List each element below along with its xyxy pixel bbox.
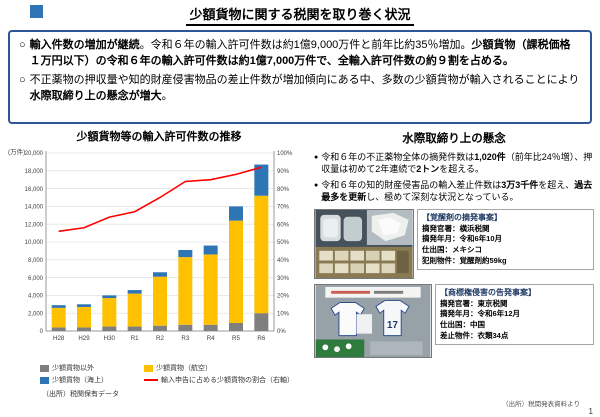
svg-text:17: 17	[387, 319, 398, 330]
title-accent-square	[30, 5, 43, 18]
legend-label: 少額貨物（海上）	[52, 377, 108, 384]
svg-text:H29: H29	[78, 335, 90, 342]
svg-text:10%: 10%	[277, 311, 290, 317]
svg-text:R1: R1	[131, 335, 139, 342]
case-title: 【商標権侵害の告発事案】	[440, 287, 536, 297]
counterfeit-clothing-photo: 17	[314, 283, 432, 358]
concerns-title: 水際取締り上の懸念	[402, 133, 506, 145]
dot-bullet-icon: ●	[314, 154, 319, 161]
case-title: 【覚醒剤の摘発事案】	[422, 212, 502, 222]
circle-bullet-icon: ○	[19, 39, 26, 51]
svg-text:8,000: 8,000	[28, 258, 44, 264]
concern-bullet-2-text: 令和６年の知的財産侵害品の輸入差止件数は3万3千件を超え、過去最多を更新し、極め…	[321, 180, 593, 203]
case-line: 摘発年月：令和6年12月	[440, 309, 521, 319]
svg-text:0%: 0%	[277, 329, 286, 335]
legend-item-air-cargo: 少額貨物（航空）	[144, 363, 312, 373]
dot-bullet-icon: ●	[314, 182, 319, 190]
summary-bullet-2: ○ 不正薬物の押収量や知的財産侵害物品の差止件数が増加傾向にある中、多数の少額貨…	[19, 73, 581, 104]
case-stimulant-seizure: 【覚醒剤の摘発事案】 摘発官署：横浜税関 摘発年月：令和6年10月 仕出国：メキ…	[314, 208, 594, 279]
legend-swatch-blue	[40, 376, 49, 384]
svg-text:80%: 80%	[277, 187, 290, 193]
chart-section: 少額貨物等の輸入許可件数の推移 0 2,000 4,000 6,000 8,000 10,…	[6, 128, 312, 399]
svg-text:30%: 30%	[277, 276, 290, 282]
svg-text:60%: 60%	[277, 222, 290, 228]
chart-title: 少額貨物等の輸入許可件数の推移	[76, 131, 242, 143]
chart-source-note: （出所）税関保有データ	[42, 391, 119, 398]
svg-text:R2: R2	[156, 335, 164, 342]
case-line: 差止物件：衣類34点	[440, 331, 509, 341]
summary-bullet-1: ○ 輸入件数の増加が継続。令和６年の輸入許可件数は約1億9,000万件と前年比約…	[19, 38, 581, 69]
case-line: 摘発年月：令和6年10月	[422, 234, 503, 244]
svg-text:H30: H30	[104, 335, 116, 342]
svg-text:0: 0	[40, 329, 44, 335]
svg-text:16,000: 16,000	[25, 187, 44, 193]
svg-text:R6: R6	[257, 335, 265, 342]
svg-text:14,000: 14,000	[25, 205, 44, 211]
circle-bullet-icon: ○	[19, 74, 26, 87]
svg-text:6,000: 6,000	[28, 276, 44, 282]
case-stimulant-caption: 【覚醒剤の摘発事案】 摘発官署：横浜税関 摘発年月：令和6年10月 仕出国：メキ…	[417, 208, 594, 271]
case-line: 摘発官署：横浜税関	[422, 223, 490, 233]
svg-text:18,000: 18,000	[25, 169, 44, 175]
stimulant-seizure-photo	[314, 208, 414, 279]
page-number: 1	[588, 407, 593, 416]
svg-text:10,000: 10,000	[25, 240, 44, 246]
svg-text:12,000: 12,000	[25, 222, 44, 228]
svg-text:20,000: 20,000	[25, 151, 44, 157]
case-trademark-infringement: 17 【商標権侵害の告発事案】 摘発官署：東京税関 摘発年月：令和6年12月 仕…	[314, 283, 594, 358]
case-line: 仕出国：中国	[440, 320, 485, 330]
legend-item-other-cargo: 少額貨物以外	[40, 363, 144, 373]
summary-bullet-2-text: 不正薬物の押収量や知的財産侵害物品の差止件数が増加傾向にある中、多数の少額貨物が…	[29, 74, 580, 102]
case-line: 摘発官署：東京税関	[440, 298, 508, 308]
svg-text:100%: 100%	[277, 151, 293, 157]
chart-legend: 少額貨物以外 少額貨物（航空） 少額貨物（海上） 輸入申告に占める少額貨物の割合…	[6, 363, 312, 385]
svg-text:70%: 70%	[277, 205, 290, 211]
summary-bullet-1-text: 輸入件数の増加が継続。令和６年の輸入許可件数は約1億9,000万件と前年比約35…	[29, 39, 571, 67]
footer-source-note: （出所）税関発表資料より	[502, 401, 580, 408]
import-permits-stacked-bar-chart: 0 2,000 4,000 6,000 8,000 10,000 12,000 14,000 1…	[8, 147, 293, 342]
svg-text:R4: R4	[207, 335, 215, 342]
svg-text:40%: 40%	[277, 258, 290, 264]
case-trademark-caption: 【商標権侵害の告発事案】 摘発官署：東京税関 摘発年月：令和6年12月 仕出国：…	[435, 283, 594, 346]
case-line: 犯則物件：覚醒剤約59kg	[422, 256, 507, 266]
legend-swatch-red-line	[144, 379, 158, 381]
svg-text:R3: R3	[181, 335, 189, 342]
concern-bullet-2: ● 令和６年の知的財産侵害品の輸入差止件数は3万3千件を超え、過去最多を更新し、…	[314, 179, 594, 203]
svg-text:R5: R5	[232, 335, 240, 342]
svg-text:2,000: 2,000	[28, 311, 44, 317]
page-title: 少額貨物に関する税関を取り巻く状況	[186, 4, 414, 26]
legend-label: 少額貨物（航空）	[156, 365, 212, 372]
concern-bullet-1: ● 令和６年の不正薬物全体の摘発件数は1,020件（前年比24％増）、押収量は初…	[314, 151, 594, 175]
summary-box: ○ 輸入件数の増加が継続。令和６年の輸入許可件数は約1億9,000万件と前年比約…	[8, 30, 592, 124]
title-bar: 少額貨物に関する税関を取り巻く状況	[0, 4, 600, 26]
case-line: 仕出国：メキシコ	[422, 245, 482, 255]
legend-label: 少額貨物以外	[52, 365, 94, 372]
concerns-section: 水際取締り上の懸念 ● 令和６年の不正薬物全体の摘発件数は1,020件（前年比2…	[314, 130, 594, 358]
svg-text:4,000: 4,000	[28, 294, 44, 300]
legend-swatch-yellow	[144, 364, 153, 372]
concern-bullet-1-text: 令和６年の不正薬物全体の摘発件数は1,020件（前年比24％増）、押収量は初めて…	[321, 152, 593, 175]
svg-text:20%: 20%	[277, 294, 290, 300]
svg-text:90%: 90%	[277, 169, 290, 175]
legend-item-ratio-line: 輸入申告に占める少額貨物の割合（右軸）	[144, 375, 312, 385]
svg-text:(万件): (万件)	[8, 147, 25, 156]
legend-label: 輸入申告に占める少額貨物の割合（右軸）	[161, 377, 294, 384]
svg-text:H28: H28	[53, 335, 65, 342]
legend-item-sea-cargo: 少額貨物（海上）	[40, 375, 144, 385]
legend-swatch-gray	[40, 364, 49, 372]
svg-text:50%: 50%	[277, 240, 290, 246]
